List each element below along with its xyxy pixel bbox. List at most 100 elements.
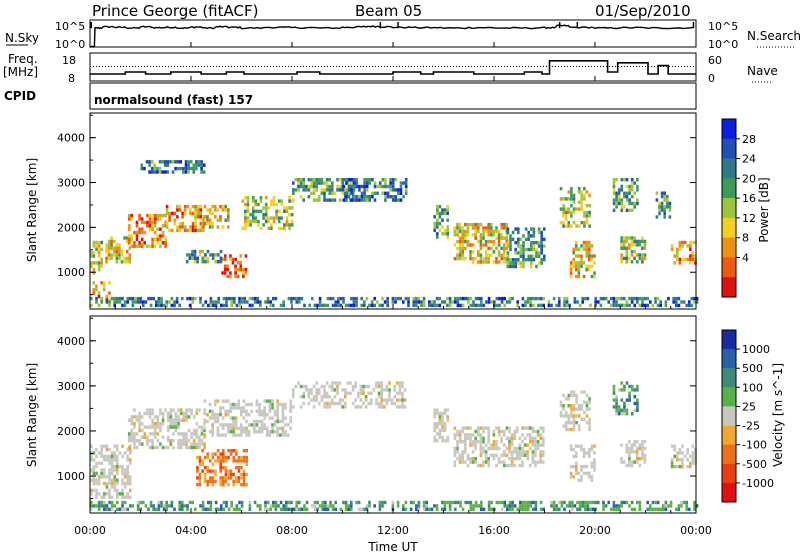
heatmap-cell — [168, 218, 171, 222]
heatmap-cell — [529, 296, 532, 301]
heatmap-cell — [113, 464, 116, 469]
heatmap-cell — [100, 300, 103, 304]
heatmap-cell — [242, 459, 246, 463]
heatmap-cell — [326, 296, 330, 301]
heatmap-cell — [242, 430, 246, 434]
heatmap-cell — [92, 488, 96, 493]
heatmap-cell — [232, 433, 235, 437]
heatmap-cell — [259, 196, 263, 200]
heatmap-cell — [497, 243, 501, 247]
heatmap-cell — [469, 296, 473, 301]
heatmap-cell — [311, 504, 314, 508]
heatmap-cell — [112, 246, 116, 250]
heatmap-cell — [651, 507, 655, 511]
heatmap-cell — [316, 507, 319, 511]
heatmap-cell — [97, 268, 101, 272]
heatmap-cell — [664, 504, 668, 508]
heatmap-cell — [190, 411, 193, 416]
heatmap-cell — [227, 472, 230, 477]
heatmap-cell — [331, 198, 334, 202]
heatmap-cell — [396, 504, 400, 508]
heatmap-cell — [508, 426, 511, 430]
heatmap-cell — [292, 507, 296, 511]
heatmap-cell — [297, 184, 300, 189]
heatmap-cell — [310, 391, 313, 395]
heatmap-cell — [658, 208, 661, 212]
heatmap-cell — [514, 261, 517, 265]
heatmap-cell — [654, 500, 657, 505]
heatmap-cell — [663, 208, 666, 212]
heatmap-cell — [196, 256, 199, 260]
heatmap-cell — [612, 405, 616, 409]
heatmap-cell — [403, 388, 407, 392]
heatmap-cell — [464, 296, 467, 301]
heatmap-cell — [464, 446, 467, 451]
heatmap-cell — [558, 507, 561, 511]
heatmap-cell — [500, 253, 503, 257]
heatmap-cell — [575, 274, 578, 279]
heatmap-cell — [436, 439, 439, 443]
heatmap-cell — [505, 233, 509, 237]
heatmap-cell — [635, 457, 639, 461]
heatmap-cell — [688, 300, 691, 304]
heatmap-cell — [220, 504, 223, 508]
heatmap-cell — [612, 296, 616, 301]
heatmap-cell — [680, 504, 683, 508]
velocity-colorbar-tick-label: 100 — [742, 381, 763, 394]
heatmap-cell — [320, 191, 324, 195]
heatmap-cell — [532, 230, 536, 235]
heatmap-cell — [615, 408, 618, 412]
heatmap-cell — [441, 439, 444, 443]
freq-tick-high: 18 — [62, 54, 76, 67]
heatmap-cell — [290, 213, 294, 217]
heatmap-cell — [214, 215, 217, 219]
heatmap-cell — [355, 195, 359, 199]
heatmap-cell — [354, 381, 357, 385]
heatmap-cell — [469, 222, 472, 227]
heatmap-cell — [620, 381, 624, 385]
heatmap-cell — [487, 433, 490, 437]
heatmap-cell — [662, 507, 665, 511]
heatmap-cell — [214, 399, 217, 403]
heatmap-cell — [173, 218, 177, 222]
heatmap-cell — [373, 303, 376, 308]
heatmap-cell — [643, 460, 647, 464]
heatmap-cell — [288, 196, 291, 200]
heatmap-cell — [469, 507, 473, 511]
heatmap-cell — [100, 281, 103, 285]
heatmap-cell — [508, 429, 511, 434]
heatmap-cell — [118, 507, 122, 511]
heatmap-cell — [505, 246, 509, 251]
heatmap-cell — [588, 193, 591, 198]
heatmap-cell — [617, 408, 621, 412]
heatmap-cell — [307, 188, 311, 192]
heatmap-cell — [562, 424, 565, 428]
heatmap-cell — [328, 184, 331, 189]
heatmap-cell — [506, 230, 510, 235]
heatmap-cell — [92, 254, 96, 258]
heatmap-cell — [219, 459, 222, 463]
heatmap-cell — [474, 429, 477, 434]
heatmap-cell — [625, 208, 629, 212]
velocity-colorbar-swatch — [722, 387, 736, 407]
heatmap-cell — [126, 495, 129, 499]
heatmap-cell — [628, 201, 631, 206]
heatmap-cell — [188, 256, 192, 260]
heatmap-cell — [474, 256, 477, 261]
heatmap-cell — [466, 436, 470, 440]
heatmap-cell — [386, 184, 390, 189]
heatmap-cell — [630, 463, 634, 468]
heatmap-cell — [511, 230, 515, 235]
heatmap-cell — [495, 443, 498, 447]
heatmap-cell — [503, 260, 506, 264]
heatmap-cell — [126, 507, 129, 511]
heatmap-cell — [121, 478, 124, 482]
heatmap-cell — [446, 235, 449, 239]
heatmap-cell — [192, 415, 196, 419]
heatmap-cell — [209, 253, 212, 257]
heatmap-cell — [245, 426, 248, 430]
heatmap-cell — [673, 464, 676, 469]
heatmap-cell — [585, 251, 588, 255]
heatmap-cell — [435, 296, 439, 301]
